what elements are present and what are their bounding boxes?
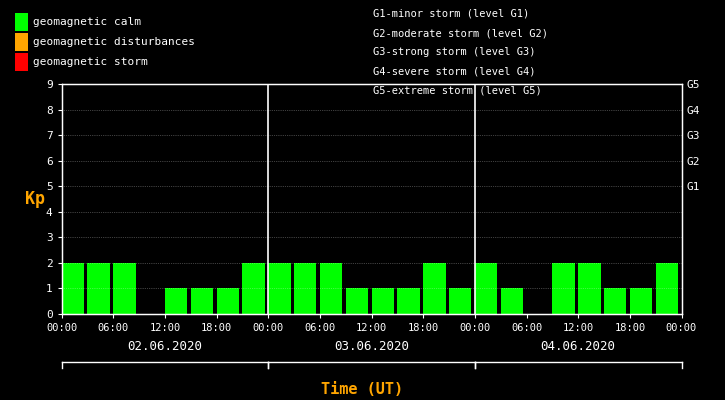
Text: G2-moderate storm (level G2): G2-moderate storm (level G2) <box>373 28 548 38</box>
Text: Time (UT): Time (UT) <box>321 382 404 398</box>
Bar <box>165 288 187 314</box>
Y-axis label: Kp: Kp <box>25 190 45 208</box>
Text: G3-strong storm (level G3): G3-strong storm (level G3) <box>373 47 536 57</box>
Text: 03.06.2020: 03.06.2020 <box>334 340 409 352</box>
Bar <box>191 288 213 314</box>
Text: G1-minor storm (level G1): G1-minor storm (level G1) <box>373 9 530 19</box>
Bar <box>217 288 239 314</box>
Bar <box>346 288 368 314</box>
Bar <box>113 263 136 314</box>
Bar <box>397 288 420 314</box>
Text: 02.06.2020: 02.06.2020 <box>128 340 202 352</box>
Bar <box>423 263 446 314</box>
Bar <box>294 263 316 314</box>
Text: G4-severe storm (level G4): G4-severe storm (level G4) <box>373 67 536 77</box>
Bar <box>552 263 575 314</box>
Bar <box>371 288 394 314</box>
Bar <box>655 263 678 314</box>
Bar <box>88 263 110 314</box>
Bar <box>242 263 265 314</box>
Bar <box>604 288 626 314</box>
Text: 04.06.2020: 04.06.2020 <box>541 340 616 352</box>
Bar <box>449 288 471 314</box>
Bar <box>475 263 497 314</box>
Text: G5-extreme storm (level G5): G5-extreme storm (level G5) <box>373 86 542 96</box>
Bar <box>320 263 342 314</box>
Bar <box>630 288 652 314</box>
Bar <box>579 263 600 314</box>
Text: geomagnetic calm: geomagnetic calm <box>33 17 141 27</box>
Text: geomagnetic storm: geomagnetic storm <box>33 57 147 67</box>
Bar <box>62 263 84 314</box>
Bar <box>501 288 523 314</box>
Text: geomagnetic disturbances: geomagnetic disturbances <box>33 37 194 47</box>
Bar <box>268 263 291 314</box>
